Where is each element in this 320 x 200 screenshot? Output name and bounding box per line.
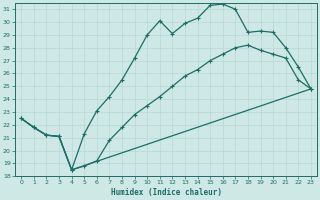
X-axis label: Humidex (Indice chaleur): Humidex (Indice chaleur) xyxy=(111,188,221,197)
